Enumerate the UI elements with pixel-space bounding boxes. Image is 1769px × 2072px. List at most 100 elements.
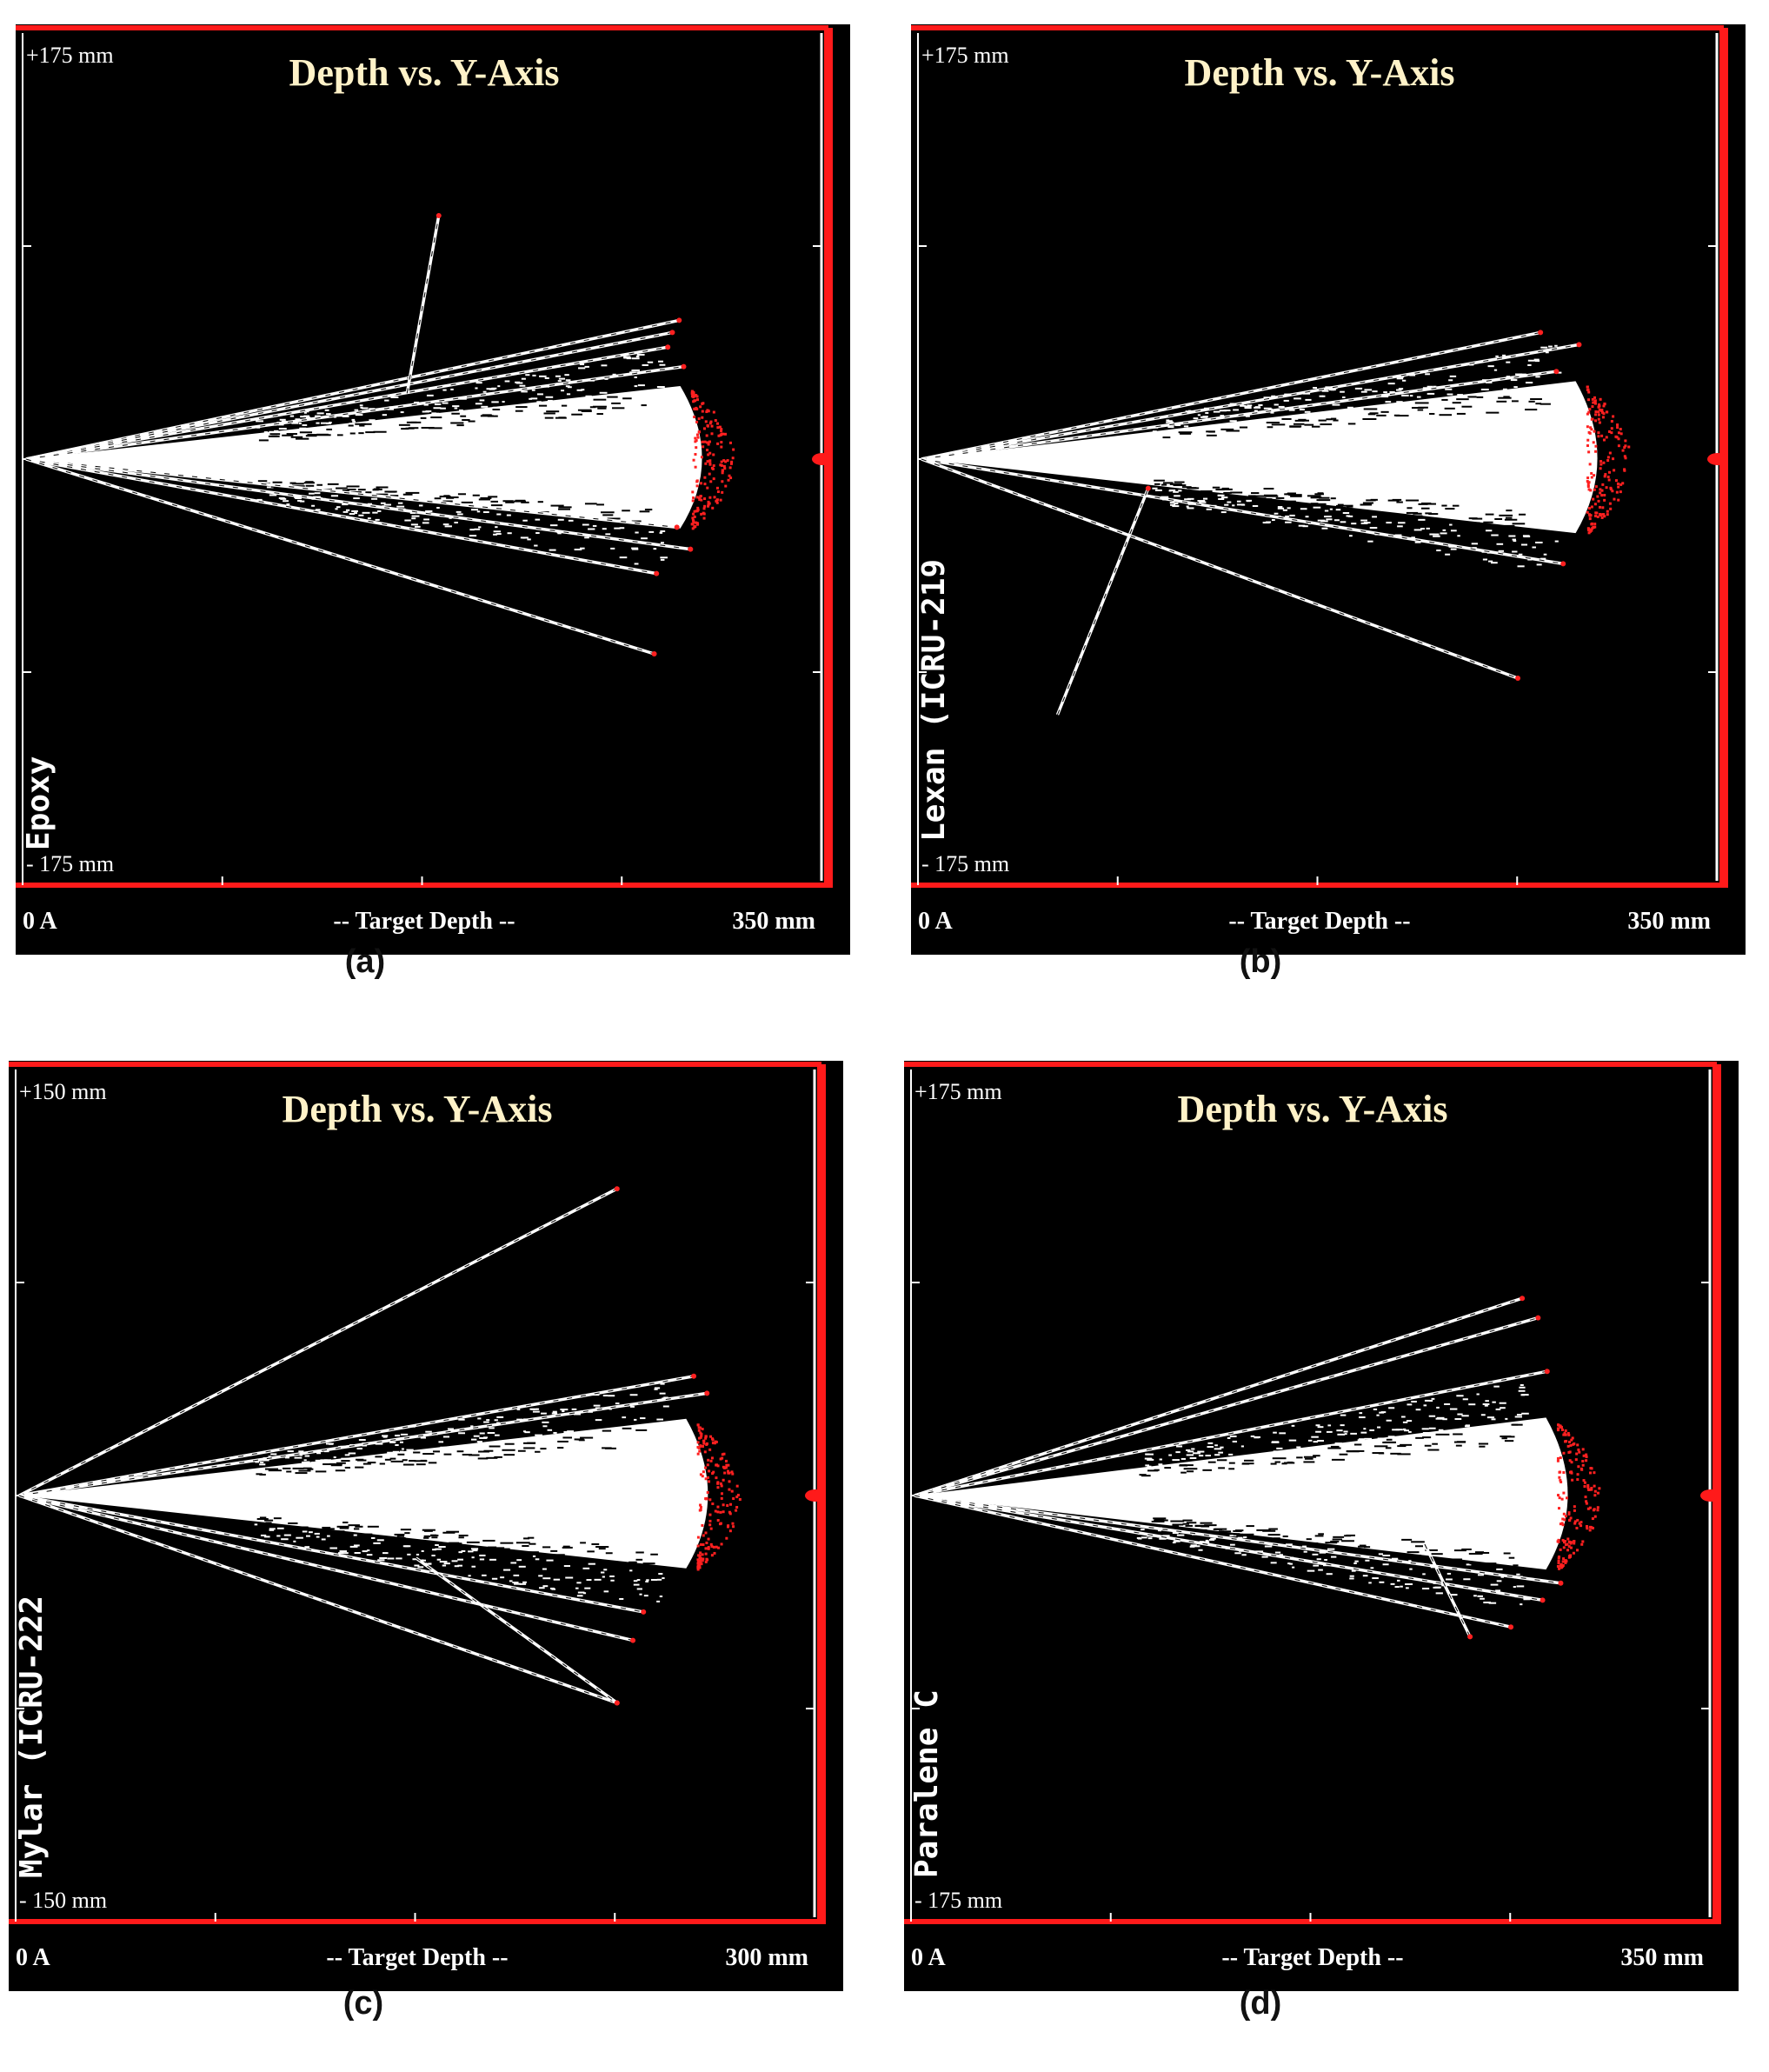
chart-svg-b: Depth vs. Y-Axis+175 mm- 175 mm0 A -- Tar… bbox=[911, 24, 1746, 955]
endpoint-dot bbox=[715, 1545, 718, 1549]
dash bbox=[1359, 1544, 1367, 1547]
dash bbox=[1310, 496, 1322, 499]
speck bbox=[1450, 548, 1457, 550]
endpoint-dot bbox=[1586, 480, 1589, 483]
speck bbox=[1406, 1587, 1409, 1589]
speck bbox=[315, 415, 321, 417]
speck bbox=[440, 1446, 446, 1449]
endpoint-dot bbox=[697, 1446, 701, 1449]
speck bbox=[1313, 1441, 1319, 1443]
endpoint-dot bbox=[1559, 1548, 1562, 1551]
speck bbox=[1193, 417, 1199, 420]
dash bbox=[1216, 1459, 1227, 1462]
speck bbox=[1335, 509, 1341, 511]
speck bbox=[479, 1558, 485, 1561]
speck bbox=[535, 1434, 542, 1436]
endpoint-dot bbox=[703, 476, 707, 479]
speck bbox=[557, 380, 562, 383]
speck bbox=[659, 1596, 663, 1598]
speck bbox=[519, 1582, 527, 1585]
speck bbox=[1372, 390, 1378, 393]
speck bbox=[563, 1565, 571, 1568]
endpoint-dot bbox=[699, 495, 702, 498]
speck bbox=[1353, 1562, 1357, 1564]
speck bbox=[1369, 1429, 1375, 1431]
speck bbox=[308, 1531, 313, 1534]
endpoint-dot bbox=[721, 1492, 724, 1496]
dash bbox=[335, 1469, 346, 1472]
endpoint-dot bbox=[708, 1448, 712, 1451]
dash bbox=[1267, 1534, 1280, 1536]
speck bbox=[1510, 379, 1518, 382]
dash bbox=[344, 1466, 350, 1469]
speck bbox=[1409, 374, 1416, 376]
speck bbox=[1422, 1573, 1426, 1576]
dash bbox=[265, 1522, 272, 1524]
chart-panel-c: Depth vs. Y-Axis +150 mm - 150 mm 0 A -- Tar… bbox=[9, 1061, 843, 1995]
endpoint-dot bbox=[696, 1452, 700, 1456]
speck bbox=[1403, 1429, 1410, 1432]
speck bbox=[442, 1564, 447, 1567]
endpoint-dot bbox=[704, 1560, 708, 1563]
speck bbox=[308, 492, 315, 495]
speck bbox=[483, 1421, 489, 1423]
speck bbox=[263, 431, 269, 434]
speck bbox=[450, 388, 454, 390]
dash bbox=[1453, 1549, 1466, 1552]
speck bbox=[562, 1410, 565, 1413]
endpoint-dot bbox=[1608, 502, 1612, 505]
speck bbox=[1508, 535, 1516, 537]
dash bbox=[389, 495, 399, 497]
endpoint-dot bbox=[730, 1470, 734, 1474]
endpoint-dot bbox=[699, 1505, 702, 1509]
endpoint-dot bbox=[700, 512, 703, 516]
dash bbox=[472, 494, 480, 496]
speck bbox=[496, 513, 502, 516]
endpoint-dot bbox=[699, 1551, 702, 1555]
dash bbox=[1296, 1456, 1303, 1459]
endpoint-dot bbox=[1600, 513, 1604, 516]
speck bbox=[1495, 1589, 1501, 1592]
speck bbox=[1166, 419, 1170, 422]
endpoint-dot bbox=[1557, 1562, 1560, 1565]
speck bbox=[1205, 411, 1209, 414]
speck bbox=[291, 422, 299, 424]
dash bbox=[301, 1526, 309, 1529]
dash bbox=[402, 1463, 415, 1466]
speck bbox=[516, 1559, 522, 1562]
dash bbox=[397, 1453, 405, 1456]
track-end bbox=[674, 524, 680, 530]
endpoint-dot bbox=[1616, 423, 1619, 427]
track-line bbox=[1055, 487, 1150, 716]
speck bbox=[1433, 535, 1440, 537]
speck bbox=[373, 1542, 381, 1544]
endpoint-dot bbox=[697, 496, 701, 500]
speck bbox=[407, 1553, 411, 1556]
endpoint-dot bbox=[704, 1477, 708, 1481]
speck bbox=[641, 537, 648, 540]
dash bbox=[1162, 436, 1171, 439]
endpoint-dot bbox=[1558, 1496, 1561, 1500]
speck bbox=[1144, 1457, 1152, 1460]
endpoint-dot bbox=[1605, 436, 1608, 439]
speck bbox=[1166, 421, 1174, 423]
speck bbox=[542, 1585, 549, 1588]
speck bbox=[491, 401, 499, 403]
dash bbox=[494, 1456, 502, 1458]
speck bbox=[542, 1568, 547, 1570]
speck bbox=[1407, 1403, 1413, 1406]
speck bbox=[584, 1587, 591, 1589]
dash bbox=[642, 1562, 655, 1565]
speck bbox=[342, 510, 349, 513]
dash bbox=[1445, 508, 1455, 510]
endpoint-dot bbox=[1587, 507, 1591, 510]
endpoint-dot bbox=[693, 399, 696, 403]
dash bbox=[1318, 419, 1327, 422]
endpoint-dot bbox=[1597, 435, 1600, 438]
endpoint-dot bbox=[1589, 1467, 1593, 1470]
speck bbox=[1359, 1416, 1366, 1419]
dash bbox=[527, 1442, 536, 1444]
speck bbox=[1200, 416, 1207, 418]
dash bbox=[1141, 1475, 1151, 1477]
dash bbox=[538, 404, 548, 407]
